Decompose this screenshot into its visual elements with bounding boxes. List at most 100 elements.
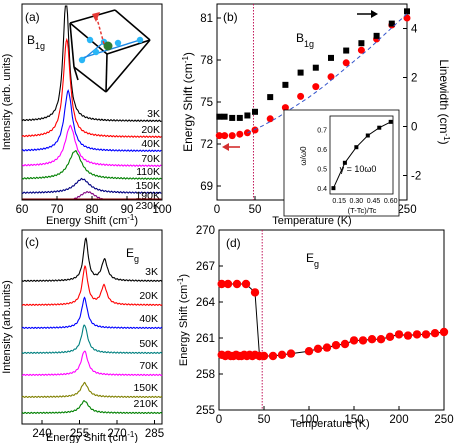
crystal-structure-inset xyxy=(69,9,151,93)
annotation-a: B1g xyxy=(27,33,45,51)
y-tick-label-d: 267 xyxy=(196,261,215,273)
x-tick-label-c: 255 xyxy=(70,428,89,440)
inset-y-tick-label: 0.5 xyxy=(317,167,327,174)
crystal-edge xyxy=(105,39,151,93)
data-point-b-linewidth xyxy=(297,69,304,76)
y-tick-label-b: 69 xyxy=(200,181,213,193)
inset-data-point xyxy=(342,160,347,165)
data-point-d xyxy=(331,341,341,350)
x-tick-label-c: 240 xyxy=(32,428,51,440)
panel-c-frame xyxy=(21,229,163,425)
inset-data-point xyxy=(331,186,336,191)
x-tick-label-a: 60 xyxy=(16,204,29,216)
y2-tick-label-b: 4 xyxy=(411,24,418,36)
curve-label-c-20K: 20K xyxy=(139,290,158,302)
crystal-edge xyxy=(73,66,107,93)
data-point-d xyxy=(322,343,332,352)
data-point-d xyxy=(304,347,314,356)
spectrum-curve-a-40K xyxy=(21,89,162,153)
spectrum-curve-c-150K xyxy=(21,381,163,399)
data-point-d xyxy=(430,329,440,338)
curve-label-a-40K: 40K xyxy=(141,138,160,150)
data-point-d xyxy=(385,332,395,341)
x-tick-label-d: 0 xyxy=(216,414,222,426)
displacement-arrowhead xyxy=(92,12,100,22)
central-atom xyxy=(103,41,113,51)
panel-label-b: (b) xyxy=(223,10,238,24)
curve-label-c-150K: 150K xyxy=(133,382,158,394)
y-axis-label-a: Intensity (arb. units) xyxy=(1,54,13,151)
panel-label-a: (a) xyxy=(25,10,40,24)
y-tick-label-d: 270 xyxy=(196,225,215,237)
y-tick-label-d: 255 xyxy=(196,405,215,417)
curve-label-c-210K: 210K xyxy=(133,398,158,410)
inset-data-point xyxy=(365,133,370,138)
spectrum-curve-a-20K xyxy=(21,37,162,139)
spectrum-curve-c-50K xyxy=(21,324,163,355)
atom-marker xyxy=(136,36,144,44)
y-tick-label-d: 261 xyxy=(196,333,215,345)
spectrum-curve-c-40K xyxy=(21,296,163,330)
spectrum-curve-a-150K xyxy=(21,177,162,195)
inset-data-point xyxy=(388,119,393,124)
x-axis-label-a: Energy Shift (cm-1) xyxy=(46,213,138,228)
data-point-d xyxy=(217,279,226,289)
data-point-b-linewidth xyxy=(388,20,395,27)
spectrum-curve-c-70K xyxy=(21,350,163,377)
curve-label-a-20K: 20K xyxy=(141,124,160,136)
right-axis-arrowhead xyxy=(371,10,378,18)
curve-label-c-40K: 40K xyxy=(139,313,158,325)
y-tick-label-b: 72 xyxy=(200,139,213,151)
crystal-edge xyxy=(69,9,116,24)
x-tick-label-d: 100 xyxy=(299,414,318,426)
y2-tick-label-b: -2 xyxy=(411,171,421,183)
data-point-d xyxy=(259,351,269,361)
annotation-d: Eg xyxy=(306,251,319,269)
data-point-b-energy xyxy=(221,132,229,140)
inset-y-tick-label: 0.7 xyxy=(317,128,327,135)
spectrum-curve-a-70K xyxy=(21,124,162,168)
data-point-d xyxy=(403,331,413,340)
y-axis-label-d: Energy Shift (cm-1) xyxy=(176,274,191,366)
data-point-d xyxy=(277,350,287,359)
curve-label-a-70K: 70K xyxy=(141,153,160,165)
inset-data-point xyxy=(377,125,382,130)
inset-y-tick-label: 0.4 xyxy=(317,186,327,193)
x-axis-label-c: Energy Shift (cm-1) xyxy=(46,430,138,443)
data-point-d xyxy=(241,279,251,289)
inset-x-label: (T-Tc)/Tc xyxy=(348,206,377,215)
curve-label-a-3K: 3K xyxy=(147,108,160,120)
inset-x-tick-label: 0.30 xyxy=(350,198,364,205)
data-point-b-linewidth xyxy=(252,108,258,115)
data-point-b-linewidth xyxy=(312,64,319,71)
curve-label-a-110K: 110K xyxy=(136,166,160,178)
x-tick-label-a: 80 xyxy=(86,204,99,216)
y-tick-label-b: 81 xyxy=(200,13,213,25)
displacement-arrow xyxy=(95,14,105,45)
x-tick-label-d: 50 xyxy=(258,414,271,426)
data-point-b-linewidth xyxy=(244,112,251,119)
data-point-b-linewidth xyxy=(216,113,223,120)
data-point-b-energy xyxy=(281,104,289,112)
y-axis-label-c: Intensity (arb.units) xyxy=(1,280,13,374)
x-tick-label-a: 90 xyxy=(121,204,134,216)
data-point-b-energy xyxy=(342,59,350,67)
x-tick-label-d: 150 xyxy=(344,414,363,426)
x-tick-label-b: 50 xyxy=(249,204,262,216)
spectrum-curve-c-210K xyxy=(21,400,163,415)
data-point-d xyxy=(439,327,449,337)
spectrum-curve-a-110K xyxy=(21,149,162,180)
data-point-b-energy xyxy=(297,92,305,100)
annotation-c: Eg xyxy=(126,246,139,264)
data-point-b-linewidth xyxy=(282,81,289,88)
data-point-d xyxy=(223,279,233,289)
data-point-b-linewidth xyxy=(343,47,350,54)
data-point-b-energy xyxy=(228,132,236,140)
inset-x-tick-label: 0.15 xyxy=(332,198,346,205)
x-axis-label-d: Temperature (K) xyxy=(290,418,369,430)
x-tick-label-b: 0 xyxy=(214,204,220,216)
data-point-d xyxy=(367,335,377,344)
data-point-b-linewidth xyxy=(221,113,228,120)
y-axis-label-b: Energy Shift (cm-1) xyxy=(181,52,196,152)
